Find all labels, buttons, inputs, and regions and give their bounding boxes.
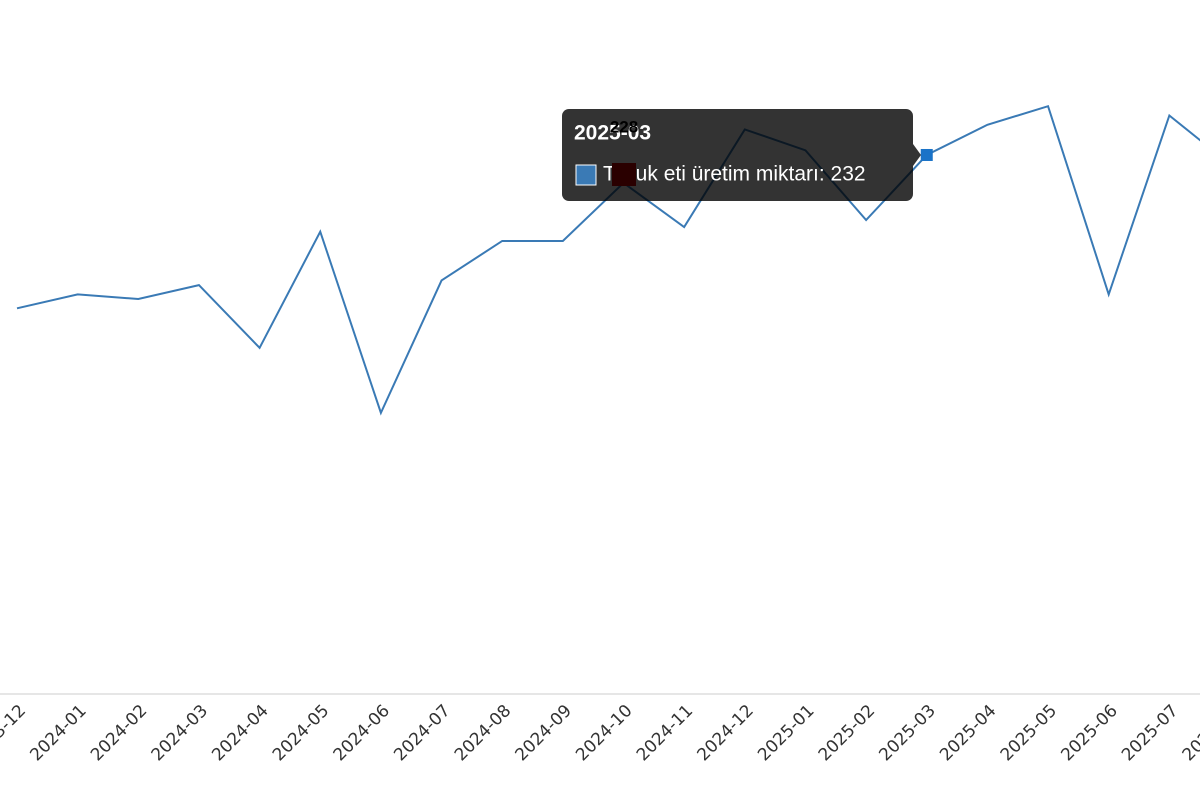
x-tick-label: 2025-02 — [815, 701, 879, 765]
x-tick-label: 2024-10 — [572, 701, 636, 765]
x-tick-label: 2025-05 — [997, 701, 1061, 765]
x-tick-label: 2024-08 — [451, 701, 515, 765]
x-tick-label: 2024-12 — [694, 701, 758, 765]
tooltip-box — [562, 109, 913, 201]
marker-artifact — [612, 163, 636, 186]
x-tick-label: 2024-09 — [512, 701, 576, 765]
x-tick-label: 2024-05 — [269, 701, 333, 765]
hover-point — [920, 148, 933, 161]
x-tick-label: 2023-12 — [0, 701, 30, 765]
x-tick-label: 2024-07 — [390, 701, 454, 765]
x-tick-label: 2025-01 — [754, 701, 818, 765]
x-tick-label: 2024-11 — [633, 701, 697, 765]
tooltip-swatch — [575, 164, 597, 186]
x-tick-label: 2025-03 — [875, 701, 939, 765]
x-tick-label: 2025-04 — [936, 701, 1000, 765]
tooltip-label: Tavuk eti üretim miktarı: 232 — [603, 163, 866, 186]
x-tick-label: 2025-08 — [1179, 701, 1200, 765]
annotation: 228 — [610, 117, 638, 136]
x-tick-label: 2024-01 — [26, 701, 90, 765]
x-tick-label: 2025-07 — [1118, 701, 1182, 765]
x-tick-label: 2024-02 — [87, 701, 151, 765]
tooltip: 2025-03 Tavuk eti üretim miktarı: 232 — [562, 109, 921, 201]
x-tick-label: 2024-03 — [148, 701, 212, 765]
tooltip-caret — [913, 144, 921, 166]
x-tick-label: 2024-06 — [330, 701, 394, 765]
tooltip-title: 2025-03 — [574, 122, 651, 145]
x-tick-label: 2025-06 — [1057, 701, 1121, 765]
x-tick-label: 2024-04 — [208, 701, 272, 765]
